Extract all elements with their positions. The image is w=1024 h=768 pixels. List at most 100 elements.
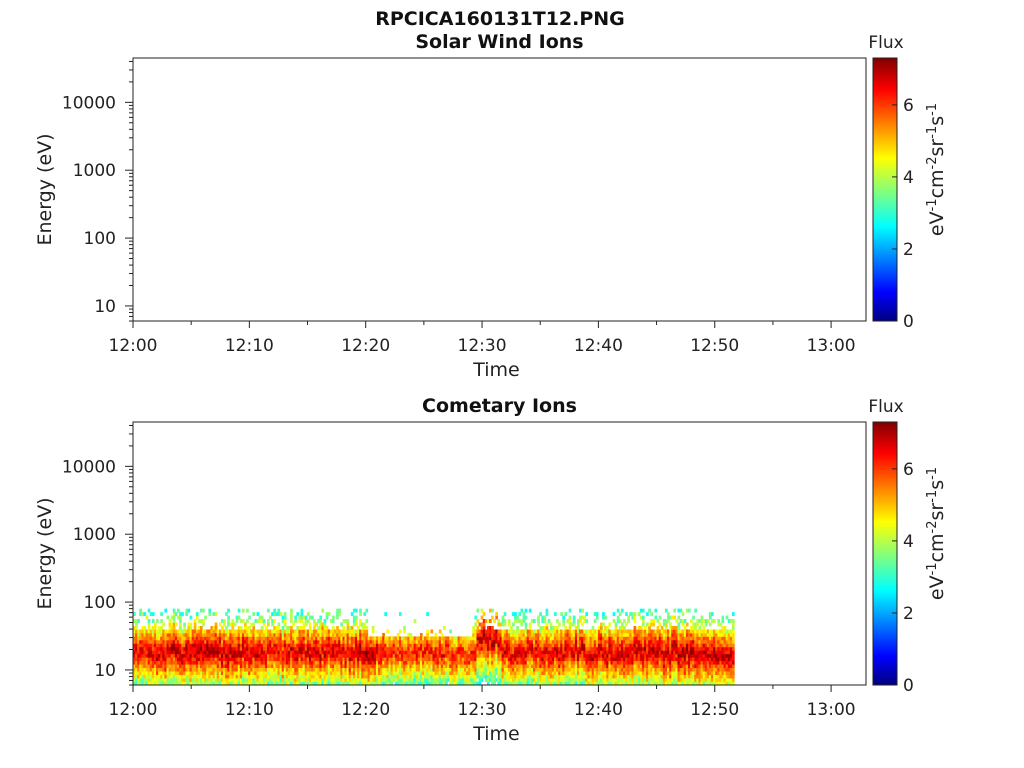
heatmap-cell bbox=[457, 657, 461, 662]
heatmap-cell bbox=[633, 657, 637, 662]
heatmap-cell bbox=[704, 667, 708, 672]
heatmap-cell bbox=[549, 626, 553, 630]
heatmap-cell bbox=[572, 632, 576, 637]
heatmap-cell bbox=[302, 626, 306, 630]
heatmap-cell bbox=[711, 639, 714, 644]
heatmap-cell bbox=[382, 681, 385, 686]
heatmap-cell bbox=[338, 681, 341, 686]
heatmap-cell bbox=[214, 622, 218, 627]
heatmap-cell bbox=[231, 664, 235, 669]
heatmap-cell bbox=[290, 632, 293, 637]
heatmap-cell bbox=[267, 639, 270, 644]
heatmap-cell bbox=[556, 664, 559, 669]
heatmap-cell bbox=[210, 632, 214, 637]
heatmap-cell bbox=[541, 657, 545, 662]
heatmap-cell bbox=[708, 681, 712, 686]
heatmap-cell bbox=[292, 629, 295, 634]
heatmap-cell bbox=[197, 629, 201, 634]
heatmap-cell bbox=[648, 667, 651, 672]
heatmap-cell bbox=[281, 636, 285, 641]
heatmap-cell bbox=[172, 615, 176, 620]
heatmap-cell bbox=[717, 678, 720, 682]
heatmap-cell bbox=[692, 678, 695, 682]
heatmap-cell bbox=[162, 646, 166, 651]
heatmap-cell bbox=[528, 681, 532, 686]
heatmap-cell bbox=[160, 646, 163, 651]
heatmap-cell bbox=[612, 678, 616, 682]
heatmap-cell bbox=[367, 653, 371, 658]
heatmap-cell bbox=[193, 626, 197, 630]
heatmap-cell bbox=[608, 657, 612, 662]
heatmap-cell bbox=[533, 664, 536, 669]
heatmap-cell bbox=[327, 667, 331, 672]
heatmap-cell bbox=[574, 671, 578, 675]
heatmap-cell bbox=[652, 664, 656, 669]
heatmap-cell bbox=[174, 622, 178, 627]
heatmap-cell bbox=[409, 636, 413, 641]
heatmap-cell bbox=[269, 615, 272, 620]
heatmap-cell bbox=[164, 639, 168, 644]
heatmap-cell bbox=[281, 615, 285, 620]
heatmap-cell bbox=[694, 664, 697, 669]
heatmap-cell bbox=[535, 636, 538, 641]
heatmap-cell bbox=[202, 650, 205, 655]
heatmap-cell bbox=[549, 643, 553, 648]
heatmap-cell bbox=[457, 650, 461, 655]
heatmap-cell bbox=[468, 674, 471, 679]
heatmap-cell bbox=[256, 678, 260, 682]
heatmap-cell bbox=[248, 674, 251, 679]
heatmap-cell bbox=[713, 660, 716, 665]
heatmap-cell bbox=[721, 674, 725, 679]
heatmap-cell bbox=[306, 678, 310, 682]
heatmap-cell bbox=[380, 681, 383, 686]
heatmap-cell bbox=[637, 667, 641, 672]
heatmap-cell bbox=[216, 681, 220, 686]
heatmap-cell bbox=[572, 619, 576, 623]
heatmap-cell bbox=[275, 650, 279, 655]
heatmap-cell bbox=[208, 653, 212, 658]
heatmap-cell bbox=[292, 636, 295, 641]
heatmap-cell bbox=[281, 671, 285, 675]
heatmap-cell bbox=[623, 653, 626, 658]
heatmap-cell bbox=[373, 636, 377, 641]
heatmap-cell bbox=[417, 646, 421, 651]
heatmap-cell bbox=[673, 671, 677, 675]
heatmap-cell bbox=[361, 650, 364, 655]
heatmap-cell bbox=[174, 664, 178, 669]
heatmap-cell bbox=[382, 674, 385, 679]
heatmap-cell bbox=[635, 681, 639, 686]
heatmap-cell bbox=[526, 632, 530, 637]
heatmap-cell bbox=[641, 632, 645, 637]
heatmap-cell bbox=[342, 650, 346, 655]
heatmap-cell bbox=[491, 660, 494, 665]
heatmap-cell bbox=[287, 632, 291, 637]
heatmap-cell bbox=[700, 632, 704, 637]
heatmap-cell bbox=[365, 619, 369, 623]
heatmap-cell bbox=[558, 650, 561, 655]
heatmap-cell bbox=[692, 639, 695, 644]
heatmap-cell bbox=[239, 646, 243, 651]
heatmap-cell bbox=[625, 674, 628, 679]
heatmap-cell bbox=[176, 643, 180, 648]
heatmap-cell bbox=[717, 622, 720, 627]
heatmap-cell bbox=[602, 636, 605, 641]
heatmap-cell bbox=[558, 632, 561, 637]
heatmap-cell bbox=[260, 678, 264, 682]
heatmap-cell bbox=[313, 626, 316, 630]
heatmap-cell bbox=[656, 626, 660, 630]
heatmap-cell bbox=[551, 629, 555, 634]
heatmap-cell bbox=[541, 650, 545, 655]
heatmap-cell bbox=[677, 636, 681, 641]
heatmap-cell bbox=[566, 639, 570, 644]
heatmap-cell bbox=[526, 664, 530, 669]
heatmap-cell bbox=[606, 678, 609, 682]
heatmap-cell bbox=[300, 629, 304, 634]
heatmap-cell bbox=[476, 608, 480, 613]
heatmap-cell bbox=[572, 671, 576, 675]
heatmap-cell bbox=[313, 660, 316, 665]
heatmap-cell bbox=[415, 636, 419, 641]
heatmap-cell bbox=[281, 678, 285, 682]
heatmap-cell bbox=[195, 678, 199, 682]
heatmap-cell bbox=[296, 629, 300, 634]
heatmap-cell bbox=[235, 671, 239, 675]
